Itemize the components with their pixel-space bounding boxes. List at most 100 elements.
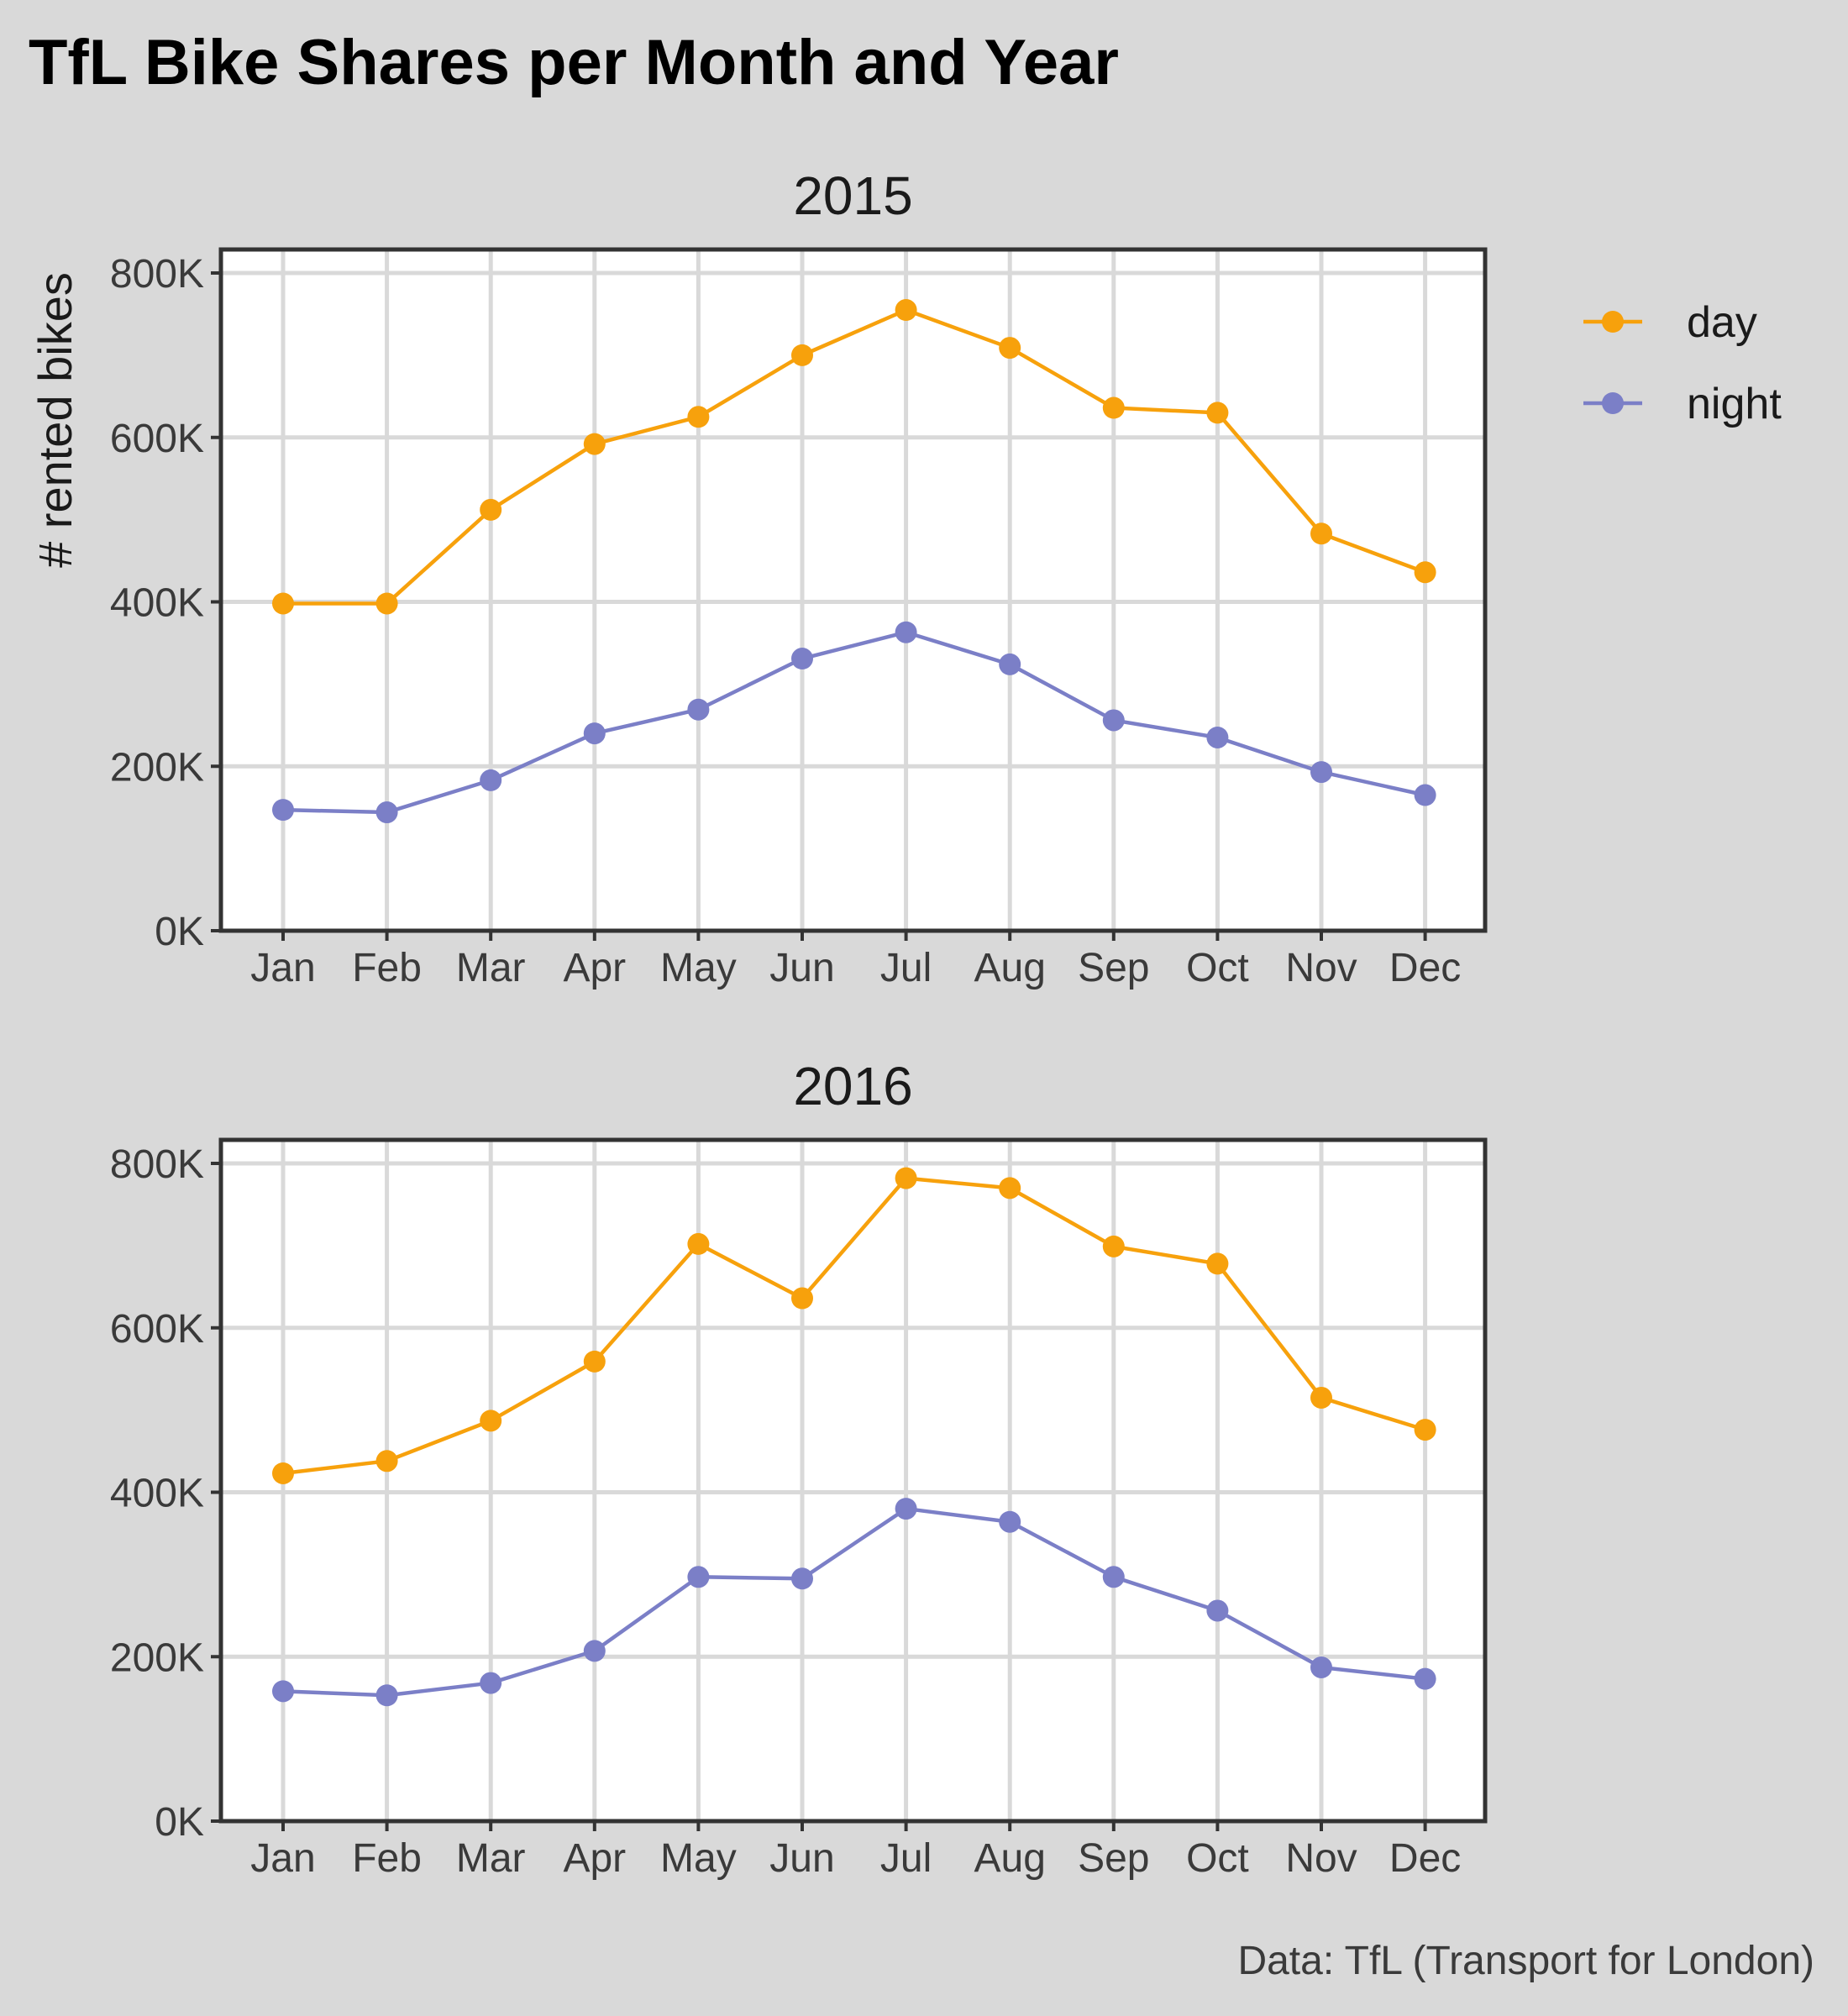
data-point-day [583, 433, 606, 455]
panel-2016: 2016 0K 200K 400K 600K 800K Jan Feb Mar Apr May Jun… [110, 1056, 1488, 1881]
x-tick-label: Sep [1078, 946, 1149, 990]
data-point-night [791, 1567, 813, 1590]
data-point-day [480, 498, 502, 521]
chart-title: TfL Bike Shares per Month and Year [29, 27, 1119, 98]
data-point-day [375, 592, 398, 615]
x-tick-label: Dec [1389, 1836, 1461, 1881]
data-point-night [583, 722, 606, 745]
y-tick-label: 0K [155, 1800, 204, 1845]
x-tick-label: Oct [1186, 1836, 1249, 1881]
x-tick-label: Jul [880, 946, 932, 990]
data-point-day [999, 1177, 1021, 1200]
facet-label: 2016 [793, 1056, 912, 1116]
caption: Data: TfL (Transport for London) [1237, 1939, 1814, 1983]
y-tick-label: 0K [155, 910, 204, 954]
data-point-night [1206, 726, 1229, 748]
data-point-night [687, 1566, 710, 1588]
legend-item-day: day [1583, 298, 1757, 347]
legend-item-night: night [1583, 380, 1782, 428]
series-line-day [282, 1176, 1426, 1476]
x-tick-label: Jul [880, 1836, 932, 1881]
data-point-day [1414, 561, 1436, 584]
x-tick-label: Aug [974, 1836, 1045, 1881]
data-point-night [791, 648, 813, 670]
data-point-night [480, 1672, 502, 1694]
x-tick-label: Dec [1389, 946, 1461, 990]
legend: day night [1583, 298, 1782, 428]
data-point-night [1310, 1656, 1332, 1678]
y-tick-label: 200K [110, 1635, 204, 1680]
x-tick-label: Apr [563, 1836, 626, 1881]
y-tick-label: 600K [110, 1307, 204, 1352]
x-tick-label: Sep [1078, 1836, 1149, 1881]
data-point-day [1206, 402, 1229, 424]
x-tick-label: Aug [974, 946, 1045, 990]
legend-swatch-point [1602, 311, 1624, 333]
x-tick-label: Nov [1285, 1836, 1357, 1881]
data-point-night [687, 698, 710, 721]
x-tick-label: Mar [456, 1836, 526, 1881]
legend-swatch-point [1602, 392, 1624, 414]
data-point-day [1310, 1386, 1332, 1409]
y-tick-label: 200K [110, 745, 204, 790]
x-tick-label: Apr [563, 946, 626, 990]
data-point-day [272, 1462, 294, 1484]
data-point-night [895, 1498, 917, 1520]
data-point-day [687, 1232, 710, 1255]
data-point-day [999, 337, 1021, 360]
x-tick-label: Jan [250, 1836, 315, 1881]
legend-label: day [1687, 298, 1757, 347]
data-point-day [272, 592, 294, 615]
facet-label: 2015 [793, 165, 912, 226]
x-tick-label: May [660, 1836, 737, 1881]
data-point-night [272, 1680, 294, 1703]
x-tick-label: May [660, 946, 737, 990]
data-point-day [1414, 1419, 1436, 1441]
y-tick-label: 800K [110, 252, 204, 297]
data-point-night [999, 1510, 1021, 1533]
series-line-night [282, 1506, 1425, 1698]
data-point-day [480, 1410, 502, 1432]
x-tick-label: Jan [250, 946, 315, 990]
data-point-night [1310, 761, 1332, 784]
panel-background [221, 249, 1485, 931]
data-point-night [895, 621, 917, 643]
data-point-day [791, 344, 813, 366]
data-point-day [1310, 522, 1332, 545]
y-tick-label: 600K [110, 417, 204, 461]
data-point-day [895, 299, 917, 322]
y-tick-label: 400K [110, 1472, 204, 1516]
panel-background [221, 1140, 1485, 1821]
panel-border [218, 247, 1488, 933]
x-tick-label: Jun [769, 946, 834, 990]
data-point-night [1414, 1667, 1436, 1690]
x-tick-label: Feb [352, 1836, 422, 1881]
data-point-night [1102, 709, 1125, 732]
data-point-day [1206, 1252, 1229, 1275]
data-point-night [1102, 1566, 1125, 1588]
data-point-night [272, 799, 294, 822]
data-point-day [687, 406, 710, 428]
y-axis-label: # rented bikes [29, 272, 81, 568]
y-tick-label: 400K [110, 581, 204, 626]
y-tick-label: 800K [110, 1142, 204, 1187]
legend-label: night [1687, 380, 1782, 428]
data-point-night [375, 801, 398, 824]
data-point-night [999, 653, 1021, 675]
x-tick-label: Mar [456, 946, 526, 990]
panel-2015: 2015 0K 200K 400K 600K 800K Jan Feb Mar Apr May Jun… [110, 165, 1488, 990]
data-point-day [791, 1287, 813, 1310]
data-point-night [375, 1684, 398, 1707]
panel-border [218, 1137, 1488, 1824]
data-point-day [583, 1350, 606, 1373]
x-tick-label: Oct [1186, 946, 1249, 990]
x-tick-label: Nov [1285, 946, 1357, 990]
x-tick-label: Feb [352, 946, 422, 990]
facet-panels: 2015 0K 200K 400K 600K 800K Jan Feb Mar Apr May Jun… [110, 165, 1488, 1881]
data-point-day [375, 1450, 398, 1473]
data-point-day [1102, 396, 1125, 419]
data-point-night [1414, 784, 1436, 806]
data-point-night [1206, 1599, 1229, 1622]
series-line-night [282, 630, 1426, 815]
